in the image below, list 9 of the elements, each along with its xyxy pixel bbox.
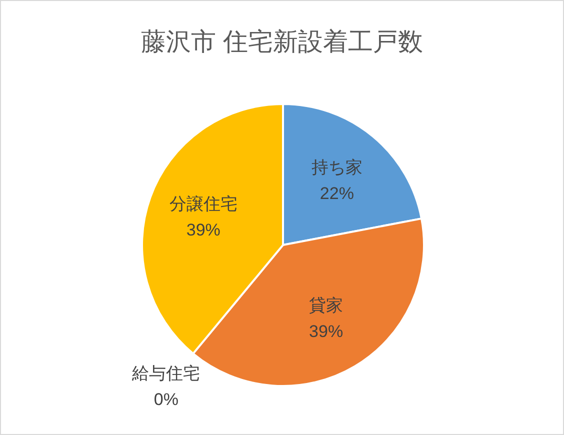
slice-label: 貸家	[309, 296, 344, 315]
slice-label: 持ち家	[311, 158, 362, 177]
chart-title: 藤沢市 住宅新設着工戸数	[141, 28, 423, 56]
data-label: 39%	[186, 220, 220, 240]
data-label: 39%	[309, 322, 344, 341]
data-label: 22%	[320, 184, 354, 203]
text: 0%	[154, 390, 178, 410]
category-label: 給与住宅	[132, 364, 200, 384]
slice-label: 分譲住宅	[169, 194, 238, 214]
